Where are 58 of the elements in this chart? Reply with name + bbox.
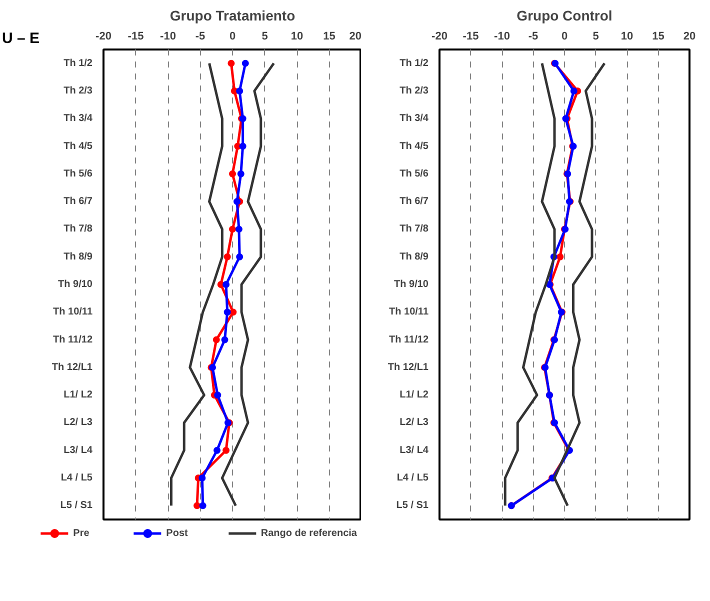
legend-label: Post: [166, 528, 188, 538]
x-tick-label: 5: [592, 30, 599, 42]
y-tick-label: Th 10/11: [53, 306, 93, 318]
y-tick-label: Th 9/10: [58, 279, 93, 290]
y-tick-label: Th 5/6: [64, 168, 93, 180]
x-tick-label: 0: [229, 30, 236, 42]
y-tick-label: L1/ L2: [400, 390, 429, 401]
x-tick-label: 15: [652, 30, 664, 42]
y-tick-label: L3/ L4: [64, 444, 93, 456]
x-tick-label: 20: [683, 30, 696, 42]
y-tick-label: L5 / S1: [60, 500, 93, 512]
chart-title: Grupo Control: [516, 8, 612, 24]
y-tick-label: Th 11/12: [53, 334, 93, 346]
y-tick-label: Th 2/3: [400, 85, 429, 96]
legend-label: Pre: [73, 528, 90, 538]
x-tick-label: -5: [195, 30, 206, 42]
y-tick-label: Th 3/4: [64, 113, 93, 124]
x-tick-label: -15: [128, 30, 144, 42]
y-tick-label: Th 7/8: [400, 224, 429, 235]
x-tick-label: 10: [290, 30, 304, 42]
y-tick-label: L2/ L3: [64, 417, 93, 428]
y-tick-label: Th 1/2: [400, 58, 429, 69]
y-tick-label: Th 12/L1: [52, 362, 93, 373]
chart-title: Grupo Tratamiento: [170, 8, 296, 24]
y-tick-label: Th 8/9: [64, 251, 93, 262]
y-tick-label: L4 / L5: [60, 472, 93, 484]
y-tick-label: L5 / S1: [396, 500, 429, 512]
y-tick-label: Th 8/9: [400, 251, 429, 262]
x-tick-label: 20: [349, 30, 362, 42]
x-tick-label: 5: [262, 30, 268, 42]
y-tick-label: Th 5/6: [400, 168, 429, 180]
y-tick-label: L2/ L3: [400, 417, 429, 428]
y-tick-label: Th 9/10: [394, 279, 429, 290]
x-tick-label: 10: [620, 30, 634, 42]
y-tick-label: Th 6/7: [400, 196, 429, 208]
x-tick-label: -20: [432, 30, 448, 42]
y-tick-label: Th 4/5: [400, 140, 429, 152]
y-tick-label: Th 7/8: [64, 224, 93, 235]
y-tick-label: Th 12/L1: [388, 362, 429, 373]
x-tick-label: -15: [462, 30, 479, 42]
x-tick-label: -10: [494, 30, 510, 42]
y-tick-label: Th 3/4: [400, 113, 429, 124]
legend-label: Rango de referencia: [260, 528, 357, 538]
y-tick-label: Th 11/12: [389, 334, 429, 346]
y-tick-label: Th 2/3: [64, 85, 93, 96]
x-tick-label: -5: [528, 30, 538, 42]
x-tick-label: -10: [160, 30, 176, 42]
y-tick-label: L3/ L4: [400, 444, 429, 456]
x-tick-label: 15: [323, 30, 336, 42]
y-tick-label: Th 6/7: [64, 196, 93, 208]
x-tick-label: 0: [561, 30, 568, 42]
y-tick-label: L1/ L2: [64, 390, 93, 401]
x-tick-label: -20: [96, 30, 112, 42]
text: U – E: [2, 29, 40, 49]
y-tick-label: Th 1/2: [64, 58, 93, 69]
y-tick-label: L4 / L5: [396, 472, 429, 484]
y-tick-label: Th 4/5: [64, 140, 93, 152]
y-tick-label: Th 10/11: [389, 306, 429, 318]
